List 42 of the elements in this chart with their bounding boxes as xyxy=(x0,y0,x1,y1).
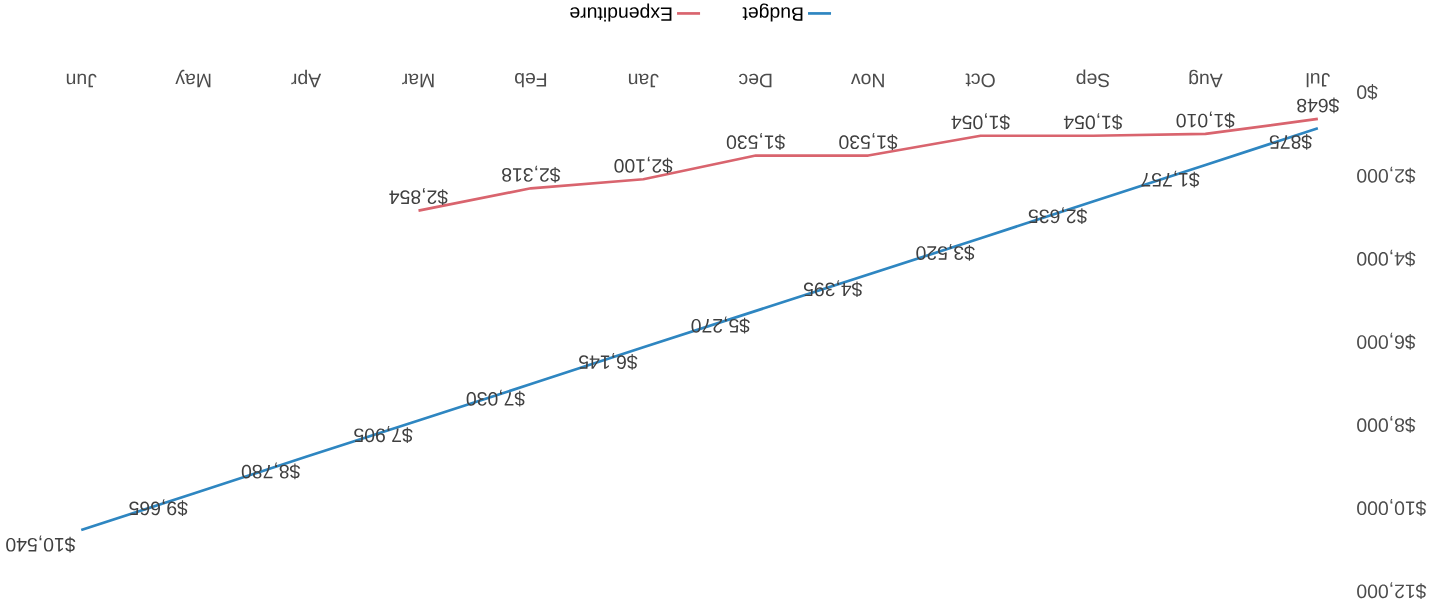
y-tick-label: $10,000 xyxy=(1357,499,1427,517)
y-tick-label: $8,000 xyxy=(1357,416,1416,434)
x-tick-label: Mar xyxy=(402,73,434,88)
data-label: $10,540 xyxy=(6,535,76,553)
data-label: $1,530 xyxy=(726,133,786,151)
data-label: $648 xyxy=(1297,97,1340,114)
x-tick-label: Aug xyxy=(1189,70,1223,88)
data-label: $7,030 xyxy=(466,390,526,407)
x-tick-label: Oct xyxy=(965,73,995,88)
data-label: $4,395 xyxy=(803,280,863,298)
x-tick-label: Nov xyxy=(850,73,884,88)
y-tick-label: $4,000 xyxy=(1357,250,1416,267)
data-label: $1,757 xyxy=(1141,170,1200,188)
x-tick-label: Apr xyxy=(291,70,322,88)
data-label: $2,635 xyxy=(1028,207,1088,225)
data-label: $6,145 xyxy=(579,353,638,371)
x-tick-label: Jun xyxy=(66,73,97,88)
data-label: $9,665 xyxy=(129,499,188,517)
legend-label: Budget xyxy=(742,3,803,22)
data-label: $1,010 xyxy=(1176,111,1235,129)
x-tick-label: Dec xyxy=(739,73,772,88)
y-tick-label: $6,000 xyxy=(1357,333,1416,350)
y-tick-label: $0 xyxy=(1357,84,1378,101)
data-label: $7,905 xyxy=(354,426,413,444)
data-label: $8,780 xyxy=(241,462,301,480)
x-tick-label: Sep xyxy=(1076,69,1110,88)
data-label: $5,270 xyxy=(691,316,750,334)
data-label: $1,054 xyxy=(1063,113,1123,131)
data-label: $875 xyxy=(1269,134,1312,150)
data-label: $2,318 xyxy=(502,166,561,183)
data-label: $1,530 xyxy=(839,133,898,151)
y-tick-label: $2,000 xyxy=(1357,166,1416,184)
x-tick-label: Feb xyxy=(515,73,547,88)
data-label: $2,854 xyxy=(389,188,448,206)
data-label: $3,520 xyxy=(916,244,975,261)
x-tick-label: May xyxy=(175,70,211,88)
x-tick-label: Jan xyxy=(628,73,659,88)
legend-label: Expenditure xyxy=(570,3,672,22)
y-tick-label: $12,000 xyxy=(1357,582,1427,600)
data-label: $1,054 xyxy=(951,113,1011,131)
data-label: $2,100 xyxy=(614,156,673,174)
x-tick-label: Jul xyxy=(1306,73,1330,88)
